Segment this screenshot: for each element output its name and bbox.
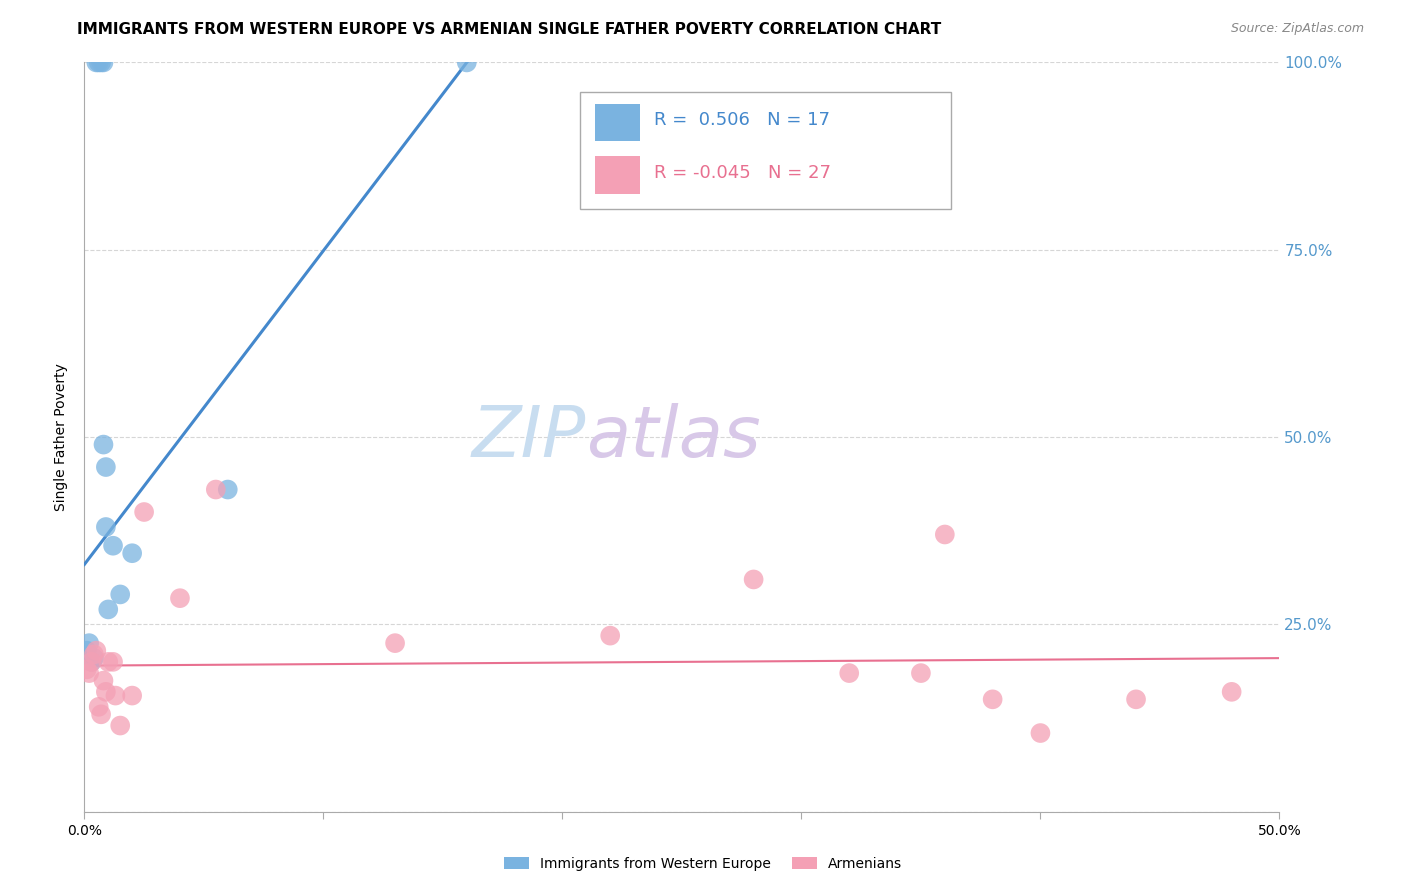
Point [93,673,115,688]
Point [94,460,117,475]
Point [1125,692,1147,706]
Point [1220,685,1243,699]
Point [934,527,956,541]
Point [456,55,478,70]
Point [83,651,105,665]
Text: ZIP: ZIP [472,402,586,472]
Point [77,666,100,681]
FancyBboxPatch shape [595,156,640,194]
Point [121,689,143,703]
Point [742,573,765,587]
Text: Source: ZipAtlas.com: Source: ZipAtlas.com [1230,22,1364,36]
Point [94,685,117,699]
Point [910,666,932,681]
Point [90,707,112,722]
Point [87,699,110,714]
Point [86,55,108,70]
Point [83,648,105,662]
Legend: Immigrants from Western Europe, Armenians: Immigrants from Western Europe, Armenian… [498,851,908,876]
Point [90,55,112,70]
Point [599,629,621,643]
Point [384,636,406,650]
Point [86,643,108,657]
Point [110,587,132,601]
Point [1029,726,1052,740]
Point [97,655,120,669]
Point [93,437,115,451]
Point [77,636,100,650]
Point [87,55,110,70]
Point [205,483,228,497]
Point [76,643,98,657]
Point [121,546,143,560]
Text: IMMIGRANTS FROM WESTERN EUROPE VS ARMENIAN SINGLE FATHER POVERTY CORRELATION CHA: IMMIGRANTS FROM WESTERN EUROPE VS ARMENI… [77,22,942,37]
Point [110,718,132,732]
FancyBboxPatch shape [595,103,640,141]
Point [93,55,115,70]
Point [838,666,860,681]
Point [80,655,103,669]
Text: atlas: atlas [586,402,761,472]
FancyBboxPatch shape [581,93,950,209]
Text: R = -0.045   N = 27: R = -0.045 N = 27 [654,163,831,182]
Point [94,520,117,534]
Point [97,602,120,616]
Point [80,655,103,669]
Point [101,655,124,669]
Point [101,539,124,553]
Point [76,662,98,676]
Point [169,591,191,606]
Point [981,692,1004,706]
Point [104,689,127,703]
Point [132,505,156,519]
Point [217,483,239,497]
Y-axis label: Single Father Poverty: Single Father Poverty [55,363,69,511]
Text: R =  0.506   N = 17: R = 0.506 N = 17 [654,112,831,129]
